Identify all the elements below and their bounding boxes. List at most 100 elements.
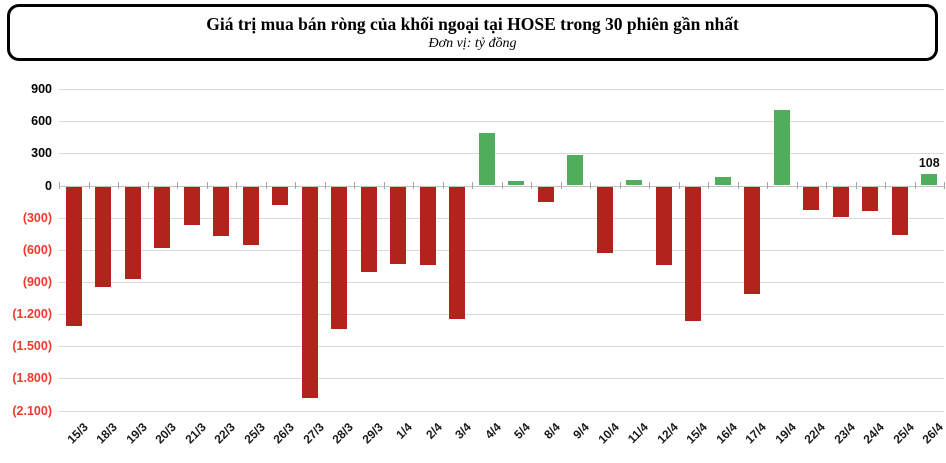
y-axis-tick-label: 600: [31, 114, 52, 129]
x-axis-tick: [59, 182, 60, 189]
x-axis-tick: [737, 182, 739, 189]
x-axis-tick: [413, 182, 414, 189]
x-axis-label-25/3: 25/3: [241, 420, 268, 447]
bar-21/3: [183, 186, 200, 226]
bar-15/3: [65, 186, 82, 326]
bar-26/3: [272, 186, 289, 206]
y-axis-tick-label: (300): [22, 210, 52, 225]
bar-value-label: 108: [918, 155, 940, 170]
x-axis-label-15/4: 15/4: [683, 420, 711, 447]
y-axis-tick-label: 0: [45, 178, 52, 193]
x-axis-tick: [177, 182, 178, 189]
bar-11/4: [626, 179, 643, 186]
x-axis-label-26/3: 26/3: [270, 420, 298, 447]
bar-23/4: [832, 186, 849, 218]
x-axis-tick: [767, 182, 768, 189]
x-axis-label-25/4: 25/4: [890, 420, 917, 447]
x-axis-label-15/3: 15/3: [64, 420, 91, 447]
x-axis-label-19/3: 19/3: [123, 420, 150, 447]
bar-19/3: [124, 186, 141, 279]
x-axis-tick: [501, 182, 503, 189]
x-axis-label-11/4: 11/4: [625, 420, 652, 446]
y-axis-tick-label: 900: [31, 82, 52, 97]
x-axis-tick: [472, 182, 473, 189]
x-axis-tick: [88, 182, 90, 189]
x-axis-label-1/4: 1/4: [393, 420, 416, 442]
x-axis-tick: [708, 182, 709, 189]
bar-20/3: [154, 186, 171, 249]
x-axis-label-2/4: 2/4: [422, 420, 445, 442]
x-axis-tick: [531, 182, 532, 189]
x-axis-tick: [354, 182, 355, 189]
y-axis-tick-label: (600): [22, 242, 52, 257]
x-axis-tick: [560, 182, 562, 189]
grid-line: [59, 314, 944, 316]
x-axis-label-9/4: 9/4: [570, 420, 593, 442]
x-axis-tick: [885, 182, 886, 189]
grid-line: [59, 281, 944, 283]
x-axis-tick: [796, 182, 798, 189]
grid-line: [59, 217, 944, 219]
y-axis-tick-label: (2.100): [12, 403, 52, 418]
bar-10/4: [596, 186, 613, 253]
bar-27/3: [301, 186, 318, 398]
bar-22/4: [803, 186, 820, 211]
bar-17/4: [744, 186, 761, 294]
grid-line: [59, 378, 944, 380]
grid-line: [59, 410, 944, 412]
x-axis-label-17/4: 17/4: [742, 420, 770, 447]
grid-line: [59, 121, 944, 123]
bar-25/3: [242, 186, 259, 245]
y-axis-tick-label: 300: [31, 146, 52, 161]
x-axis-tick: [944, 182, 945, 189]
bar-2/4: [419, 186, 436, 265]
x-axis-tick: [826, 182, 827, 189]
x-axis-label-20/3: 20/3: [152, 420, 180, 447]
x-axis-label-8/4: 8/4: [540, 420, 563, 442]
x-axis-label-29/3: 29/3: [359, 420, 386, 447]
x-axis-label-3/4: 3/4: [452, 420, 475, 442]
x-axis-tick: [914, 182, 916, 189]
bar-16/4: [714, 176, 731, 186]
x-axis-tick: [147, 182, 149, 189]
bar-8/4: [537, 186, 554, 203]
bar-1/4: [390, 186, 407, 265]
x-axis-tick: [678, 182, 680, 189]
x-axis-tick: [442, 182, 444, 189]
bar-9/4: [567, 155, 584, 186]
x-axis-tick: [619, 182, 621, 189]
x-axis-tick: [383, 182, 385, 189]
x-axis-tick: [855, 182, 857, 189]
bar-25/4: [891, 186, 908, 236]
y-axis-tick-label: (1.500): [12, 339, 52, 354]
grid-line: [59, 153, 944, 155]
y-axis-tick-label: (900): [22, 274, 52, 289]
chart-title-box: Giá trị mua bán ròng của khối ngoại tại …: [7, 4, 938, 61]
x-axis-label-4/4: 4/4: [481, 420, 504, 442]
y-axis-tick-label: (1.800): [12, 371, 52, 386]
x-axis-label-18/3: 18/3: [93, 420, 121, 447]
bar-4/4: [478, 132, 495, 186]
x-axis-label-28/3: 28/3: [329, 420, 357, 447]
x-axis-label-21/3: 21/3: [182, 420, 209, 447]
bar-18/3: [95, 186, 112, 288]
bar-26/4: [921, 173, 938, 186]
x-axis-label-27/3: 27/3: [300, 420, 327, 447]
x-axis-label-19/4: 19/4: [772, 420, 799, 447]
x-axis-label-16/4: 16/4: [713, 420, 740, 447]
bar-3/4: [449, 186, 466, 320]
bar-12/4: [655, 186, 672, 265]
chart-unit-subtitle: Đơn vị: tỷ đồng: [428, 36, 517, 51]
x-axis-tick: [649, 182, 650, 189]
x-axis-label-24/4: 24/4: [860, 420, 888, 447]
bar-24/4: [862, 186, 879, 212]
grid-line: [59, 89, 944, 91]
x-axis-tick: [590, 182, 591, 189]
bar-28/3: [331, 186, 348, 330]
x-axis-label-22/4: 22/4: [801, 420, 829, 447]
bar-22/3: [213, 186, 230, 237]
chart-title: Giá trị mua bán ròng của khối ngoại tại …: [206, 14, 739, 34]
x-axis-label-26/4: 26/4: [919, 420, 946, 447]
y-axis-tick-label: (1.200): [12, 307, 52, 322]
